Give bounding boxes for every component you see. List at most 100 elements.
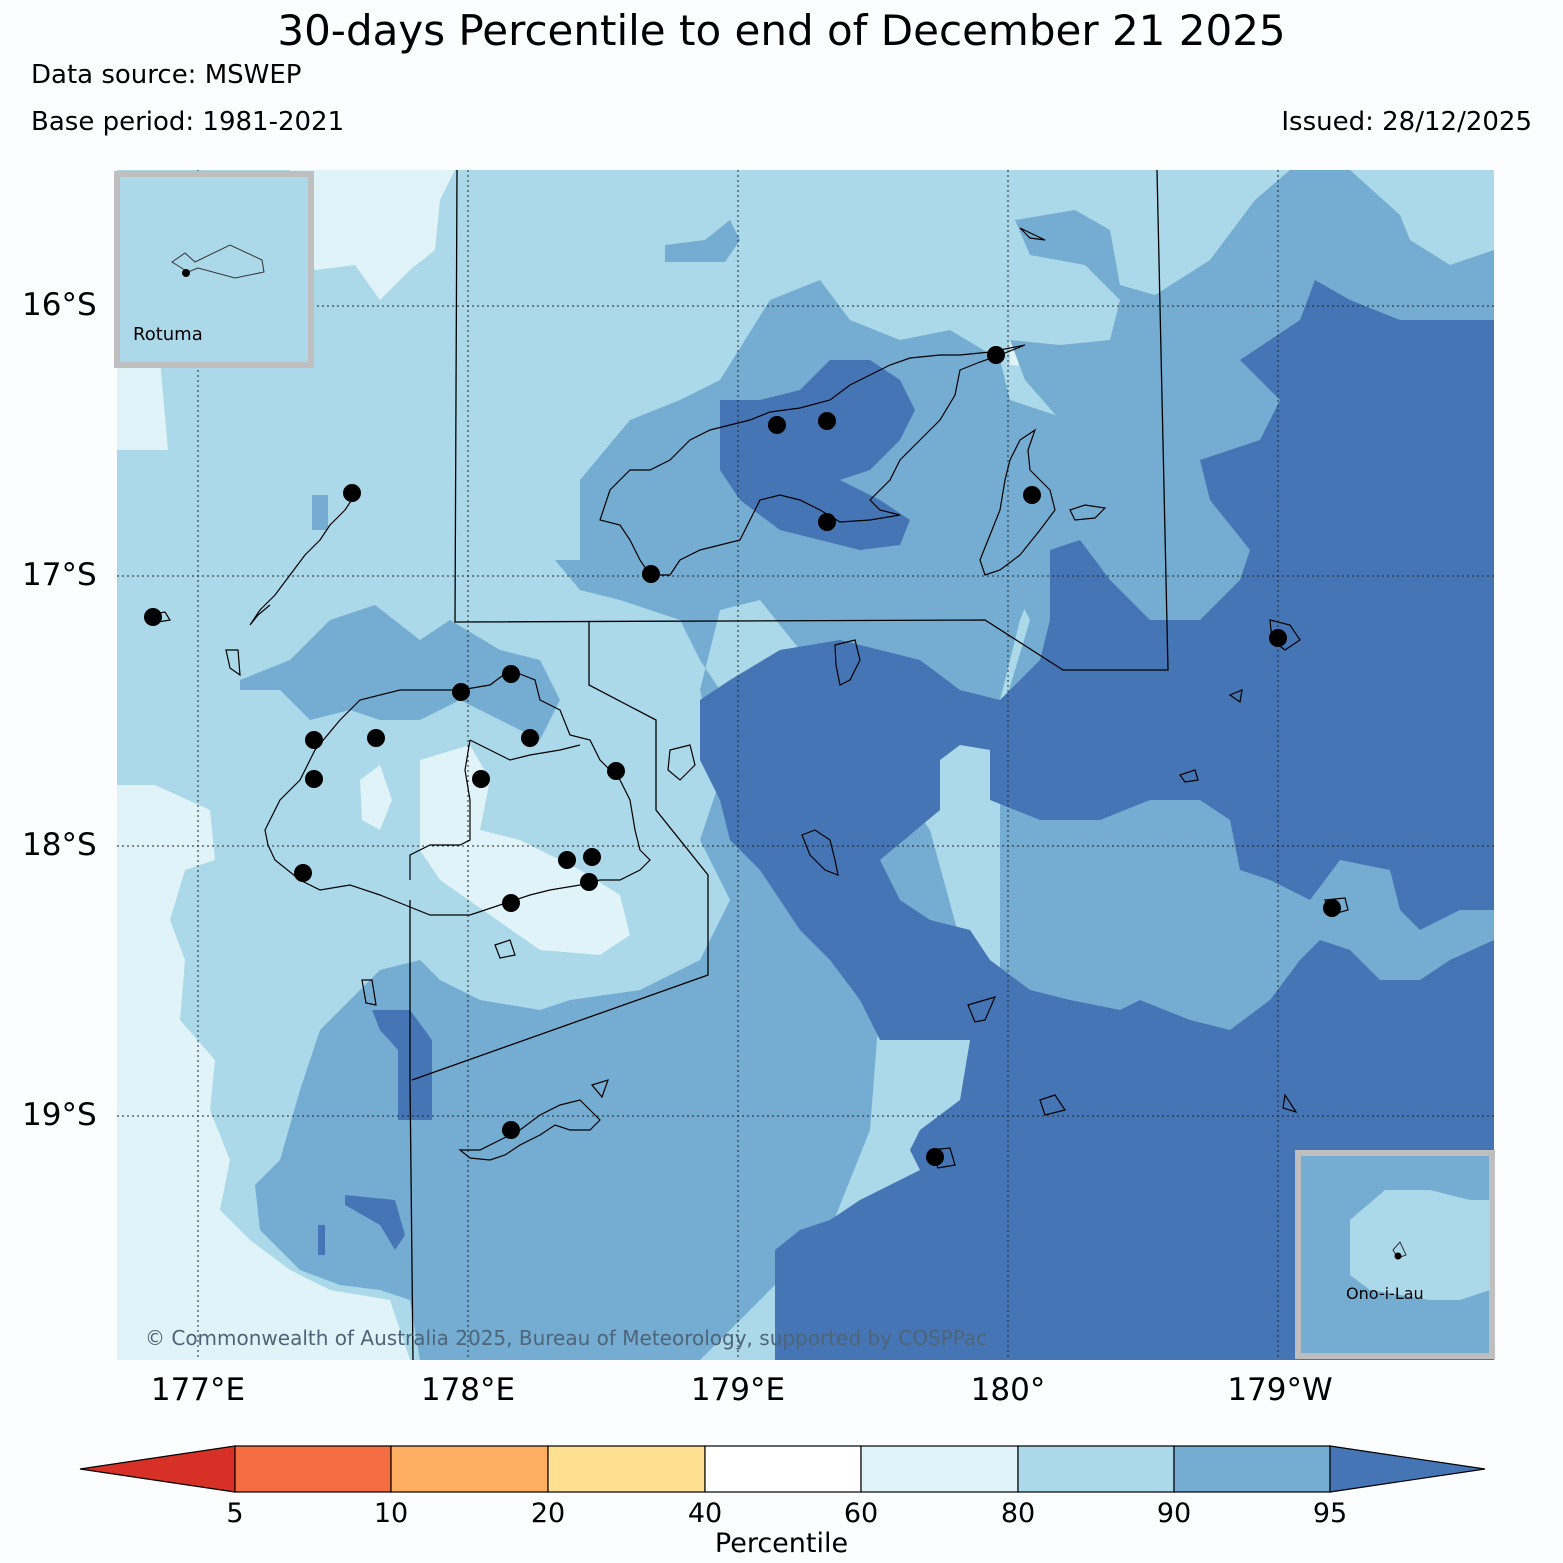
island-5 [1039,1094,1066,1116]
colorbar-tick-95: 95 [1312,1498,1348,1529]
zone-90-95-viti-north [240,605,560,740]
colorbar-tick-90: 90 [1156,1498,1192,1529]
station-marker [642,565,660,583]
station-marker [1023,486,1041,504]
rotuma-island [171,244,265,279]
rotuma-station [182,269,190,277]
zone-60-80-southwest [117,785,410,1360]
station-marker [144,608,162,626]
station-marker [987,346,1005,364]
colorbar-tick-40: 40 [687,1498,723,1529]
station-marker [343,484,361,502]
island-4 [967,996,997,1023]
station-marker [452,683,470,701]
station-marker [472,770,490,788]
station-markers [144,346,1341,1166]
colorbar [79,1445,1486,1493]
copyright-notice: © Commonwealth of Australia 2025, Bureau… [145,1326,988,1350]
rotuma-label: Rotuma [133,324,203,345]
station-marker [367,729,385,747]
island-17 [225,649,241,677]
station-marker [521,729,539,747]
colorbar-tick-10: 10 [373,1498,409,1529]
zone-60-80-viti-centre [420,745,630,955]
lon-label-179e: 179°E [690,1372,786,1408]
station-marker [818,412,836,430]
colorbar-extend-low [79,1445,236,1493]
zone-above-95-southwest [372,1010,432,1120]
station-marker [1323,899,1341,917]
lat-label-18s: 18°S [22,827,97,863]
lat-label-16s: 16°S [22,287,97,323]
lon-label-177e: 177°E [150,1372,246,1408]
coastlines [146,227,1349,1169]
ono-i-lau-zone-80-90 [1350,1190,1490,1300]
ono-i-lau-inset [1295,1150,1495,1359]
zone-60-80-north [290,170,455,300]
colorbar-5-10 [234,1445,392,1493]
station-marker [305,770,323,788]
station-marker [818,513,836,531]
station-marker [294,864,312,882]
colorbar-tick-60: 60 [843,1498,879,1529]
island-12 [1282,1093,1298,1114]
zone-above-95-east [700,280,1494,1360]
colorbar-label: Percentile [714,1528,849,1559]
zone-60-80-viti-west [360,765,392,830]
colorbar-extend-high [1329,1445,1486,1493]
colorbar-20-40 [547,1445,706,1493]
station-marker [607,762,625,780]
station-marker [926,1148,944,1166]
vanua-levu-coast [599,344,1026,576]
zone-60-80-west [117,360,168,450]
zone-90-95-west-patch [312,495,328,530]
station-marker [583,848,601,866]
base-period: Base period: 1981-2021 [31,107,345,137]
rotuma-inset [114,171,314,368]
zone-above-95-vanua-levu [720,360,915,550]
viti-levu-inner [409,739,581,880]
station-marker [768,416,786,434]
island-10 [1019,227,1046,241]
lat-label-17s: 17°S [22,557,97,593]
colorbar-60-80 [860,1445,1019,1493]
zone-90-95-north-patch [665,220,740,262]
station-marker [305,731,323,749]
zone-above-95-small [318,1225,325,1255]
issued-date: Issued: 28/12/2025 [1281,107,1532,137]
station-marker [558,851,576,869]
viti-levu-coast [264,669,651,916]
lon-label-180: 180° [970,1372,1046,1408]
island-11 [1228,689,1243,704]
map-title: 30-days Percentile to end of December 21… [277,6,1286,55]
station-marker [502,1121,520,1139]
island-13 [494,939,516,959]
station-marker [1269,629,1287,647]
ono-i-lau-label: Ono-i-Lau [1346,1284,1424,1303]
lat-label-19s: 19°S [22,1097,97,1133]
colorbar-40-60 [704,1445,862,1493]
taveuni-coast [979,428,1056,576]
station-marker [580,873,598,891]
lon-label-179w: 179°W [1227,1372,1333,1408]
island-6 [1179,769,1199,783]
colorbar-90-95 [1173,1445,1331,1493]
colorbar-tick-20: 20 [530,1498,566,1529]
station-marker [502,894,520,912]
colorbar-tick-5: 5 [226,1498,244,1529]
island-16 [1069,504,1107,521]
percentile-fill [117,170,1494,1360]
lon-label-178e: 178°E [420,1372,516,1408]
graticule [117,170,1494,1360]
island-1 [834,639,861,686]
island-2 [801,829,839,876]
island-14 [361,979,377,1006]
island-3 [667,744,696,781]
division-boundaries [409,169,1169,1361]
yasawa-coast [249,494,356,626]
ono-i-lau-station [1394,1252,1402,1260]
island-15 [590,1079,609,1099]
station-marker [502,665,520,683]
colorbar-80-90 [1017,1445,1175,1493]
